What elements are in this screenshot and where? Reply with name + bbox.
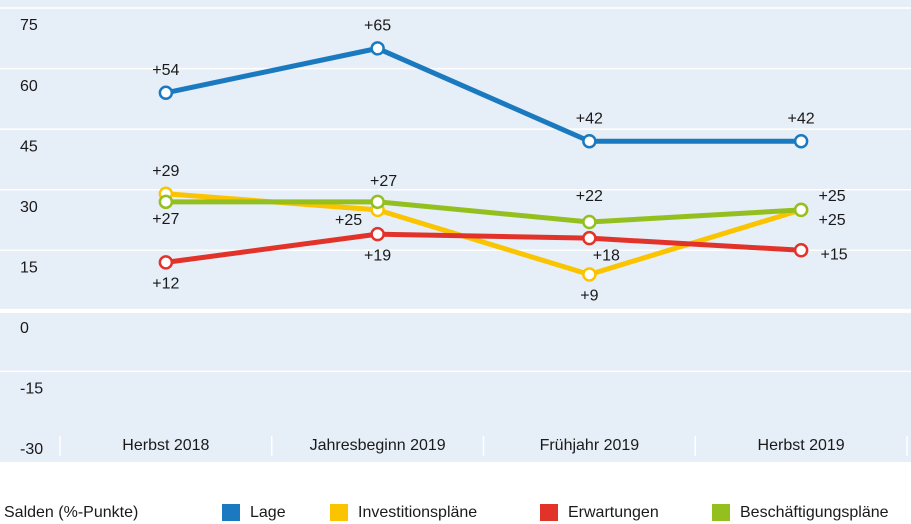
legend-label: Lage [250, 504, 286, 521]
data-label: +27 [152, 211, 179, 228]
legend-swatch [222, 504, 240, 521]
data-point [158, 255, 174, 270]
x-tick-label: Herbst 2018 [122, 437, 209, 454]
y-tick-label: -30 [20, 441, 43, 458]
data-point [370, 194, 385, 210]
data-label: +42 [788, 110, 815, 127]
x-tick-label: Jahresbeginn 2019 [310, 437, 446, 454]
y-tick-label: 0 [20, 320, 29, 337]
y-tick-label: 75 [20, 17, 38, 34]
legend-label: Investitionspläne [358, 504, 477, 521]
y-tick-label: 15 [20, 260, 38, 277]
legend-swatch [712, 504, 730, 521]
data-point [793, 134, 809, 149]
legend-label: Beschäftigungspläne [740, 504, 889, 521]
data-label: +27 [370, 173, 397, 190]
data-label: +65 [364, 18, 391, 35]
data-point [793, 243, 809, 258]
y-tick-label: 45 [20, 138, 38, 155]
y-tick-label: -15 [20, 381, 43, 398]
data-label: +19 [364, 247, 391, 264]
x-tick-label: Herbst 2019 [758, 437, 845, 454]
data-label: +25 [335, 212, 362, 229]
data-label: +54 [152, 62, 179, 79]
data-point [370, 41, 385, 56]
series-line [165, 199, 802, 225]
data-label: +42 [576, 110, 603, 127]
data-label: +12 [152, 276, 179, 293]
y-tick-label: 30 [20, 199, 38, 216]
data-label: +15 [821, 247, 848, 264]
plot-background [0, 0, 911, 462]
legend-swatch [540, 504, 558, 521]
data-point [158, 85, 174, 101]
series-line [165, 231, 802, 265]
series-line [165, 45, 802, 144]
data-point [158, 194, 174, 210]
legend-swatch [330, 504, 348, 521]
y-tick-label: 60 [20, 78, 38, 95]
data-point [582, 134, 597, 149]
data-label: +22 [576, 188, 603, 205]
data-label: +9 [580, 288, 598, 305]
data-point [582, 230, 597, 246]
data-point [370, 226, 385, 242]
legend-title: Salden (%-Punkte) [4, 504, 138, 521]
data-label: +25 [819, 212, 846, 229]
legend-label: Erwartungen [568, 504, 659, 521]
data-label: +25 [819, 188, 846, 205]
data-point [582, 214, 597, 230]
x-tick-label: Frühjahr 2019 [540, 437, 640, 454]
data-point [793, 202, 809, 218]
data-label: +29 [152, 163, 179, 180]
data-label: +18 [593, 247, 620, 264]
data-point [582, 267, 597, 282]
